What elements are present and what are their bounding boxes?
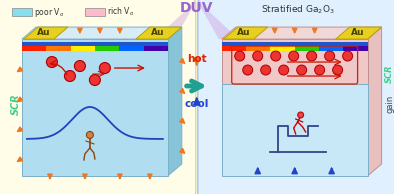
- Bar: [143, 46, 168, 51]
- Polygon shape: [197, 0, 239, 39]
- Circle shape: [86, 132, 93, 139]
- Bar: [222, 39, 368, 84]
- Circle shape: [297, 65, 307, 75]
- Circle shape: [271, 51, 281, 61]
- Text: rich V$_o$: rich V$_o$: [107, 6, 134, 18]
- Polygon shape: [22, 27, 182, 39]
- Polygon shape: [336, 27, 381, 39]
- Polygon shape: [168, 27, 182, 176]
- Circle shape: [261, 65, 271, 75]
- Text: Au: Au: [151, 28, 165, 37]
- Text: poor V$_o$: poor V$_o$: [34, 6, 64, 19]
- Circle shape: [46, 56, 58, 68]
- Text: Au: Au: [351, 28, 364, 37]
- Bar: [85, 8, 105, 16]
- Polygon shape: [136, 27, 182, 39]
- Bar: [222, 46, 246, 51]
- Circle shape: [279, 65, 289, 75]
- Polygon shape: [155, 0, 197, 39]
- Polygon shape: [24, 27, 68, 39]
- Bar: [46, 46, 71, 51]
- Bar: [246, 46, 271, 51]
- Circle shape: [99, 62, 110, 74]
- Bar: [22, 39, 168, 176]
- Circle shape: [243, 65, 253, 75]
- Text: Stratified Ga$_2$O$_3$: Stratified Ga$_2$O$_3$: [261, 3, 335, 16]
- Text: SCR: SCR: [385, 65, 394, 83]
- Bar: [295, 46, 319, 51]
- Text: SCR: SCR: [11, 93, 21, 115]
- Bar: [343, 46, 368, 51]
- Bar: [270, 46, 295, 51]
- Text: Au: Au: [237, 28, 251, 37]
- Polygon shape: [224, 27, 268, 39]
- Circle shape: [253, 51, 263, 61]
- Circle shape: [74, 61, 85, 72]
- Text: hot: hot: [187, 54, 206, 64]
- Circle shape: [65, 71, 75, 81]
- Circle shape: [325, 51, 335, 61]
- Bar: [222, 42, 368, 46]
- Polygon shape: [368, 27, 381, 176]
- Circle shape: [343, 51, 353, 61]
- Bar: [95, 46, 119, 51]
- Text: cool: cool: [185, 99, 209, 109]
- Circle shape: [315, 65, 325, 75]
- Circle shape: [298, 112, 304, 118]
- Circle shape: [307, 51, 317, 61]
- FancyBboxPatch shape: [0, 0, 196, 194]
- Circle shape: [289, 51, 299, 61]
- Polygon shape: [222, 27, 381, 39]
- Bar: [319, 46, 344, 51]
- Text: gain: gain: [385, 95, 394, 113]
- FancyBboxPatch shape: [198, 0, 394, 194]
- Bar: [22, 42, 168, 46]
- Bar: [119, 46, 144, 51]
- Circle shape: [235, 51, 245, 61]
- Circle shape: [333, 65, 343, 75]
- Bar: [222, 84, 368, 176]
- Bar: [22, 46, 46, 51]
- Text: Au: Au: [37, 28, 51, 37]
- Bar: [12, 8, 32, 16]
- Bar: [71, 46, 95, 51]
- Circle shape: [89, 74, 100, 86]
- Text: DUV: DUV: [180, 1, 214, 15]
